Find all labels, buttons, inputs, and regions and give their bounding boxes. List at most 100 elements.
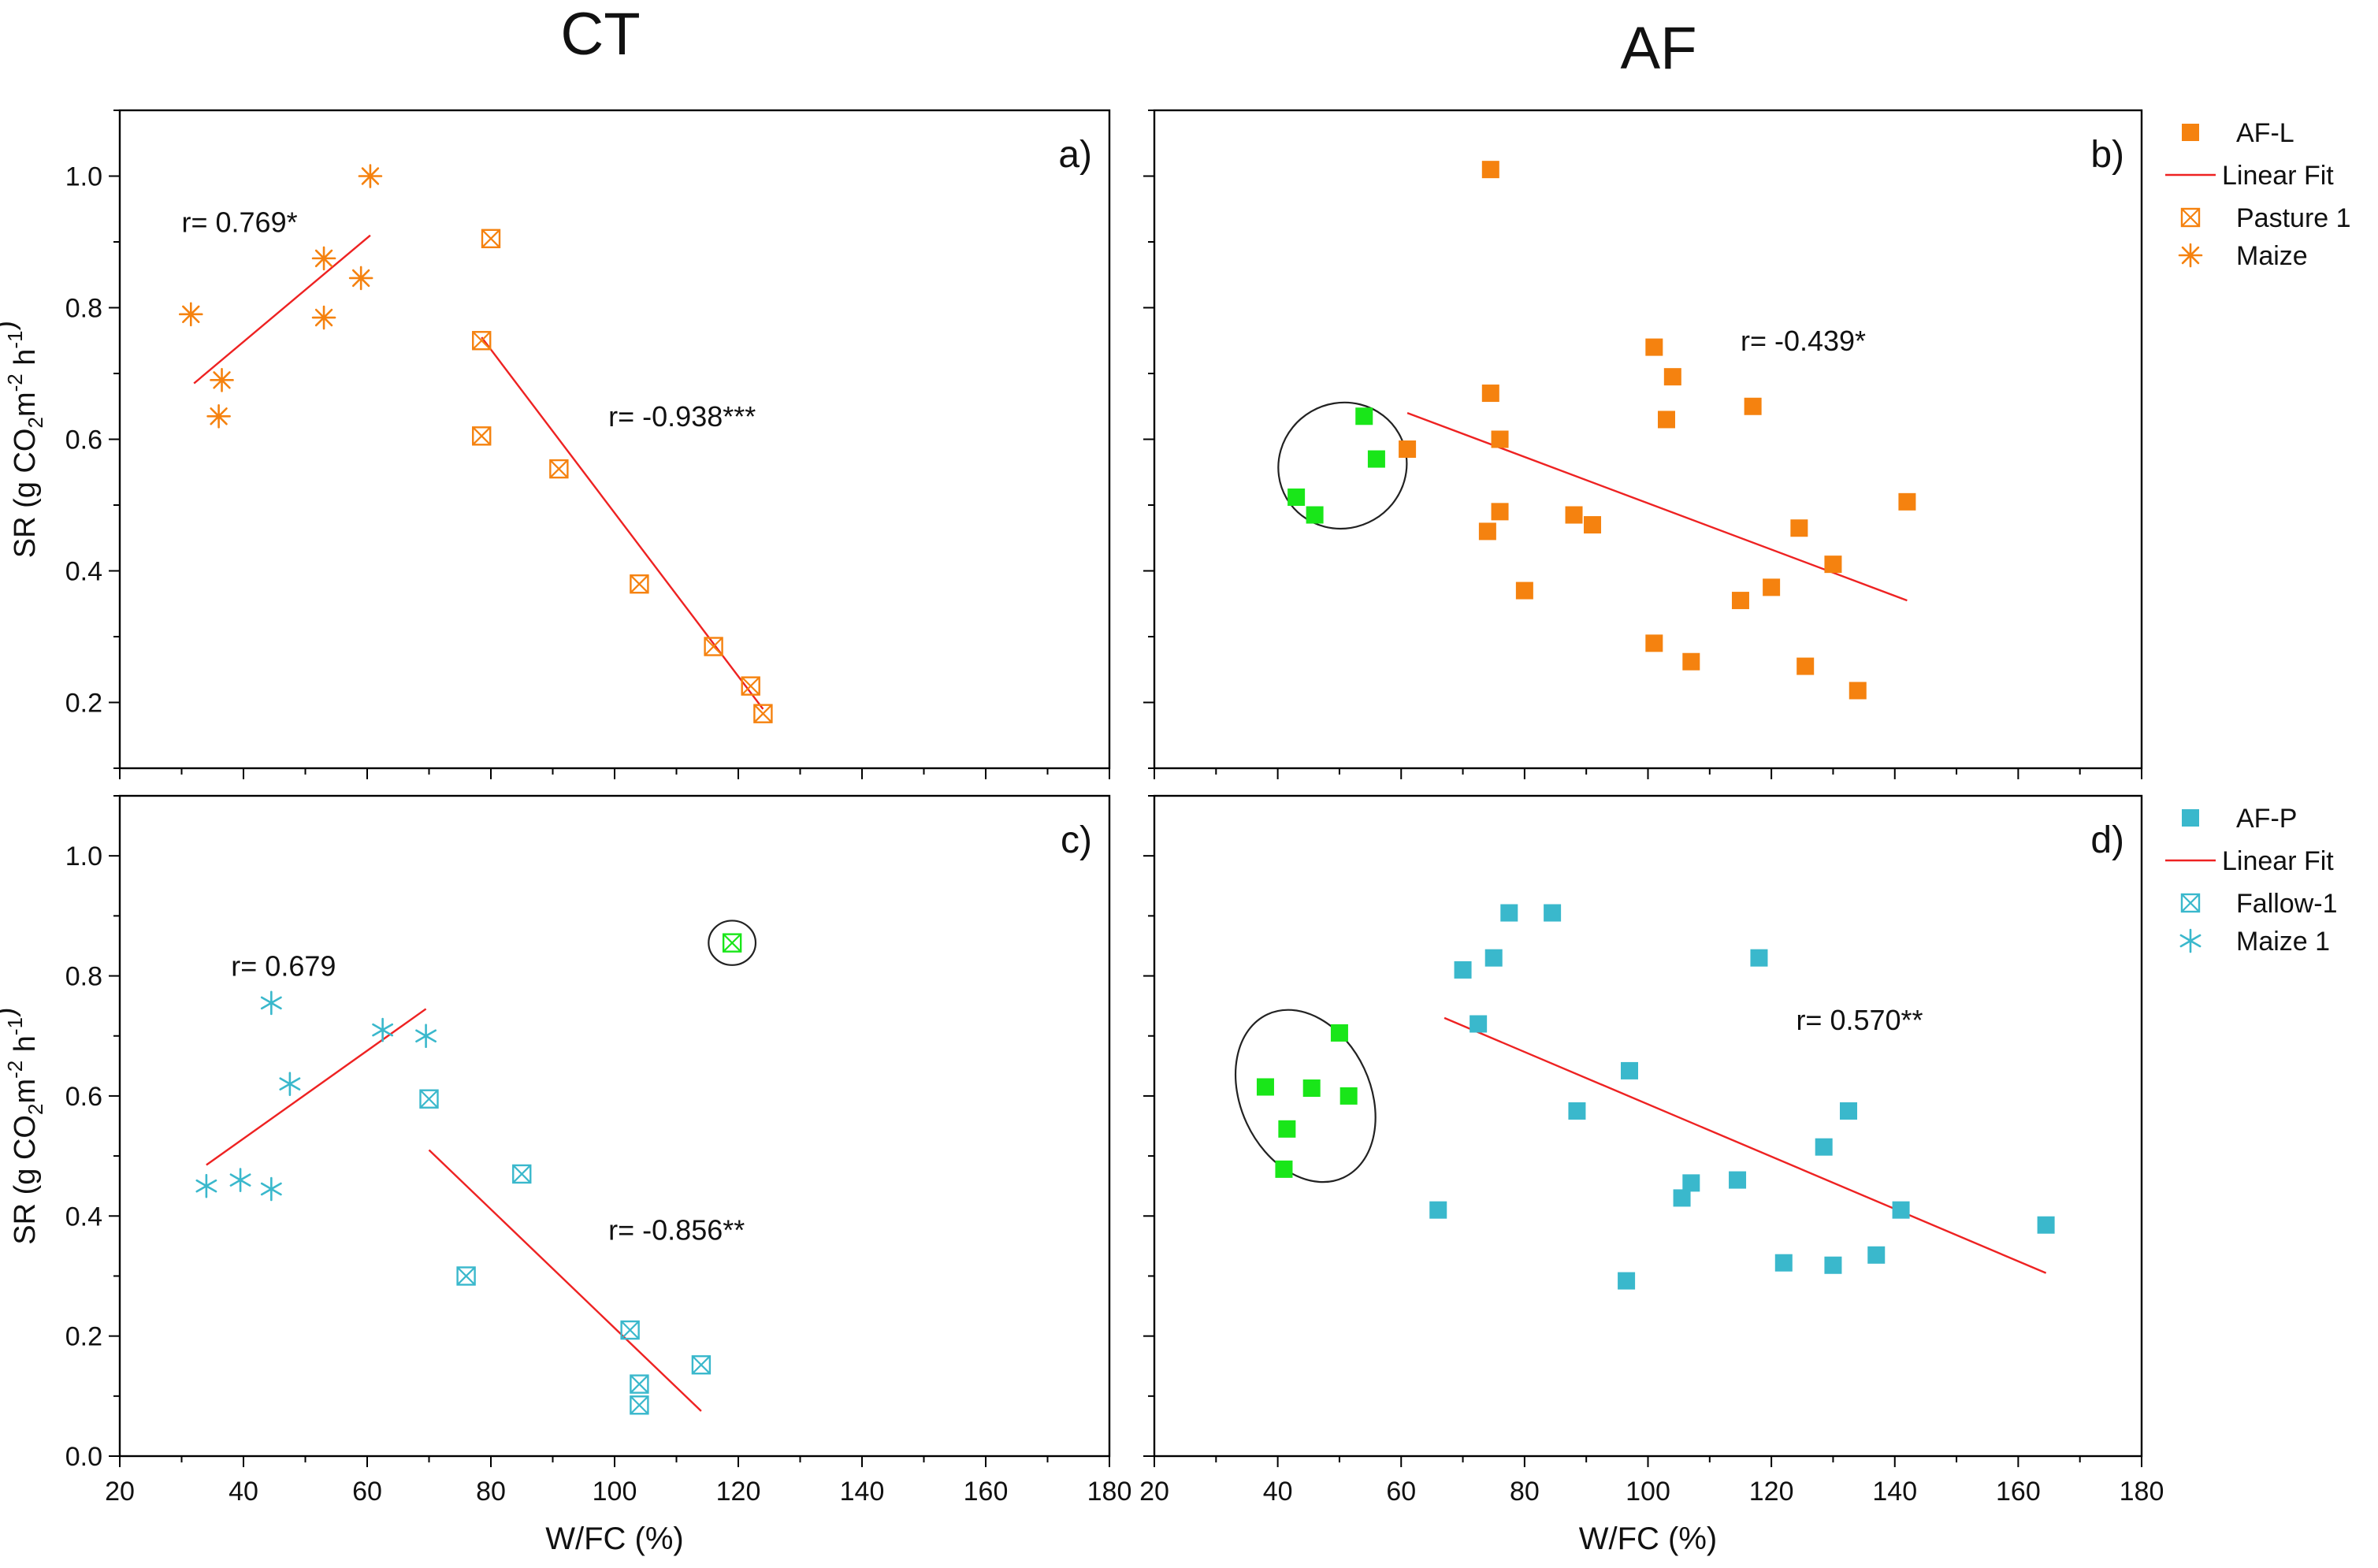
data-point <box>1484 949 1503 967</box>
highlight-ellipse <box>1277 401 1408 530</box>
data-point <box>1584 516 1602 534</box>
data-point <box>1330 1024 1348 1042</box>
data-point <box>206 403 231 429</box>
y-tick-label: 0.4 <box>65 557 102 587</box>
y-tick-label: 0.2 <box>65 1322 102 1352</box>
y-axis-label: SR (g CO2m-2 h-1) <box>0 1007 47 1244</box>
data-point <box>1544 904 1562 922</box>
y-tick-label: 0.2 <box>65 689 102 719</box>
x-tick-label: 20 <box>1139 1477 1169 1507</box>
data-point <box>260 1176 282 1202</box>
y-tick-label: 1.0 <box>65 162 102 192</box>
legend-label: AF-P <box>2236 804 2297 834</box>
y-tick-label: 0.8 <box>65 294 102 324</box>
data-point <box>1355 407 1373 425</box>
x-tick-label: 40 <box>1263 1477 1293 1507</box>
data-point <box>1673 1189 1691 1207</box>
data-point <box>630 1395 649 1415</box>
panel-label: a) <box>1058 134 1092 176</box>
data-point <box>1618 1272 1636 1290</box>
panel-a: 0.2 0.4 0.6 0.8 1.0 SR (g CO2m-2 h-1) a) r= 0.7… <box>0 109 1111 779</box>
data-point <box>1645 338 1663 356</box>
x-tick-label: 100 <box>1626 1477 1670 1507</box>
data-point <box>1815 1138 1833 1156</box>
data-point <box>1849 682 1867 700</box>
data-point <box>1275 1160 1293 1178</box>
data-point <box>481 229 501 249</box>
data-point <box>1824 555 1842 574</box>
data-point <box>1824 1256 1842 1274</box>
data-point <box>1565 506 1583 524</box>
data-point <box>1470 1015 1488 1033</box>
legend: AF-L Linear Fit Pasture 1 Maize <box>2165 118 2351 271</box>
panel-label: d) <box>2090 819 2124 861</box>
legend-label: Linear Fit <box>2222 161 2334 191</box>
data-point <box>358 164 383 188</box>
legend-marker <box>2179 928 2202 953</box>
data-point <box>1568 1102 1586 1120</box>
linear-fit-line <box>481 336 764 710</box>
data-point <box>1367 450 1385 468</box>
linear-fit-line <box>193 234 371 385</box>
x-tick-label: 100 <box>593 1477 637 1507</box>
x-tick-label: 120 <box>1749 1477 1794 1507</box>
x-tick-label: 160 <box>1996 1477 2041 1507</box>
data-point <box>691 1355 712 1375</box>
column-title-ct: CT <box>560 1 641 68</box>
data-point <box>1790 519 1808 537</box>
data-point <box>178 302 203 327</box>
data-point <box>1750 949 1768 967</box>
plot-frame <box>1153 109 2143 770</box>
legend-marker <box>2180 893 2201 913</box>
x-tick-label: 120 <box>716 1477 761 1507</box>
data-point <box>2037 1216 2055 1234</box>
data-point <box>195 1173 217 1198</box>
data-point <box>1481 385 1499 403</box>
data-point <box>1797 657 1815 675</box>
data-point <box>1731 592 1749 610</box>
data-point <box>1840 1102 1858 1120</box>
data-point <box>1682 1174 1700 1192</box>
data-point <box>1763 578 1781 596</box>
legend-label: Pasture 1 <box>2236 203 2351 233</box>
data-point <box>722 933 742 953</box>
data-point <box>620 1320 640 1340</box>
data-point <box>512 1164 532 1184</box>
data-point <box>1663 368 1681 386</box>
data-point <box>1867 1246 1886 1264</box>
data-point <box>1744 397 1762 415</box>
data-point <box>1478 522 1496 541</box>
data-point <box>472 426 492 446</box>
x-tick-label: 140 <box>840 1477 885 1507</box>
data-point <box>1302 1079 1321 1098</box>
y-tick-label: 0.0 <box>65 1442 102 1472</box>
legend-marker <box>2182 809 2199 827</box>
panel-b: b) r= -0.439* AF-L Linear Fit Pasture 1 Maize <box>1143 109 2351 779</box>
data-point <box>704 637 723 656</box>
correlation-annotation: r= -0.856** <box>608 1214 745 1247</box>
correlation-annotation: r= -0.938*** <box>608 400 756 433</box>
panel-c: 20 40 60 80 100 120 140 160 180 W/FC (%) 0.0 0.2 0.4… <box>0 794 1131 1556</box>
correlation-annotation: r= -0.439* <box>1741 325 1866 357</box>
x-tick-label: 180 <box>2120 1477 2164 1507</box>
data-point <box>311 305 336 330</box>
data-point <box>1657 411 1675 429</box>
x-tick-label: 20 <box>105 1477 135 1507</box>
data-point <box>1729 1171 1747 1189</box>
data-point <box>753 704 773 723</box>
data-point <box>1682 652 1700 671</box>
data-point <box>415 1024 437 1049</box>
data-point <box>1399 440 1417 459</box>
data-point <box>348 266 373 291</box>
y-tick-label: 1.0 <box>65 842 102 871</box>
correlation-annotation: r= 0.570** <box>1796 1004 1923 1036</box>
data-point <box>1621 1061 1639 1079</box>
legend-marker <box>2180 207 2201 228</box>
legend-marker <box>2182 124 2199 141</box>
correlation-annotation: r= 0.679 <box>231 950 336 983</box>
x-tick-label: 60 <box>1386 1477 1416 1507</box>
data-point <box>1898 492 1916 511</box>
data-point <box>210 368 234 392</box>
y-axis-label: SR (g CO2m-2 h-1) <box>0 321 47 558</box>
